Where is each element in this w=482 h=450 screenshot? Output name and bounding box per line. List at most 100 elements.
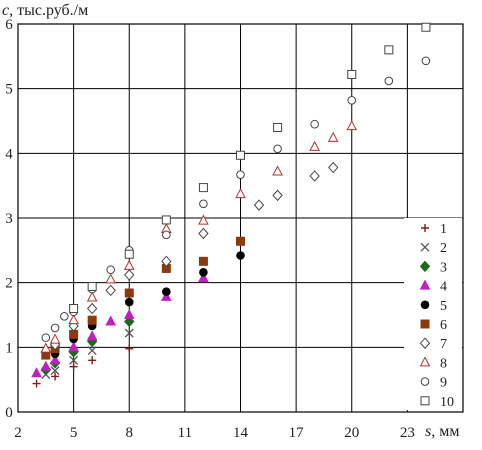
x-tick-label: 11 — [178, 425, 192, 441]
y-tick-labels: 0 1 2 3 4 5 6 — [5, 17, 13, 421]
y-tick-label: 3 — [5, 211, 13, 227]
legend-marker-7 — [419, 337, 431, 349]
y-tick-label: 2 — [5, 276, 13, 292]
x-tick-label: 23 — [400, 425, 415, 441]
data-point-series-8 — [68, 314, 79, 325]
x-tick-label: 2 — [14, 425, 22, 441]
data-point-series-8 — [123, 259, 135, 270]
data-point-series-4 — [105, 315, 117, 326]
data-point-series-5 — [124, 297, 134, 307]
y-tick-label: 5 — [5, 82, 13, 98]
grid-lines — [18, 24, 463, 412]
data-point-series-10 — [273, 122, 283, 132]
data-point-series-6 — [124, 288, 134, 298]
legend-label-5: 5 — [440, 299, 447, 314]
data-points — [31, 22, 431, 388]
legend-marker-3 — [419, 260, 431, 273]
data-point-series-2 — [69, 355, 79, 365]
data-point-series-4 — [161, 290, 172, 301]
data-point-series-4 — [198, 272, 209, 283]
data-point-series-9 — [162, 230, 171, 240]
x-tick-label: 14 — [233, 425, 249, 441]
legend-marker-1 — [421, 224, 429, 232]
x-tick-label: 5 — [70, 425, 78, 441]
legend-label-7: 7 — [440, 337, 447, 352]
data-point-series-9 — [106, 265, 116, 275]
data-point-series-6 — [198, 256, 208, 266]
y-tick-label: 6 — [5, 17, 13, 33]
data-point-series-10 — [236, 150, 245, 160]
data-point-series-8 — [86, 291, 98, 302]
data-point-series-8 — [346, 120, 358, 131]
data-point-series-7 — [105, 284, 116, 297]
data-point-series-9 — [347, 96, 357, 105]
data-point-series-9 — [236, 170, 245, 179]
data-point-series-9 — [50, 323, 60, 333]
legend-box — [404, 218, 462, 410]
x-axis-label: s, мм — [425, 423, 459, 440]
data-point-series-4 — [123, 308, 135, 319]
data-point-series-8 — [40, 342, 52, 353]
data-point-series-9 — [384, 76, 394, 86]
data-point-series-1 — [51, 372, 60, 381]
data-point-series-5 — [162, 287, 171, 297]
data-point-series-4 — [40, 360, 52, 371]
data-point-series-4 — [86, 330, 98, 341]
legend-label-8: 8 — [440, 356, 447, 371]
data-point-series-4 — [31, 367, 42, 378]
data-point-series-9 — [199, 199, 208, 209]
data-point-series-1 — [32, 379, 41, 388]
data-point-series-2 — [124, 328, 134, 338]
data-point-series-10 — [87, 282, 97, 292]
data-point-series-1 — [125, 344, 134, 353]
y-tick-label: 0 — [5, 405, 13, 421]
data-point-series-10 — [198, 183, 208, 193]
data-point-series-6 — [87, 315, 97, 325]
data-point-series-10 — [384, 45, 394, 55]
data-point-series-10 — [124, 249, 134, 259]
y-tick-label: 4 — [5, 146, 13, 162]
legend-marker-9 — [420, 377, 430, 386]
legend-marker-5 — [420, 300, 430, 310]
data-point-series-7 — [86, 302, 98, 315]
plot-frame — [17, 23, 464, 413]
data-point-series-5 — [199, 268, 208, 277]
data-point-series-1 — [88, 356, 97, 365]
data-point-series-6 — [236, 236, 245, 246]
data-point-series-7 — [309, 170, 320, 182]
data-point-series-8 — [235, 188, 246, 199]
data-point-series-4 — [68, 341, 79, 352]
data-point-series-10 — [347, 69, 357, 79]
x-tick-label: 20 — [344, 425, 359, 441]
data-point-series-8 — [327, 131, 339, 142]
data-point-series-5 — [236, 251, 245, 260]
x-tick-labels: 2 5 8 11 14 17 20 23 — [14, 425, 415, 441]
legend-label-1: 1 — [440, 222, 447, 237]
data-point-series-7 — [124, 269, 135, 281]
x-tick-label: 17 — [289, 425, 305, 441]
data-point-series-8 — [272, 165, 283, 176]
data-point-series-1 — [69, 362, 78, 371]
data-point-series-9 — [273, 144, 282, 154]
data-point-series-10 — [421, 22, 431, 32]
data-point-series-2 — [50, 366, 60, 376]
data-point-series-8 — [105, 273, 117, 284]
data-point-series-7 — [198, 227, 209, 240]
y-tick-label: 1 — [5, 340, 13, 356]
data-point-series-7 — [328, 161, 339, 174]
legend-label-9: 9 — [440, 376, 447, 391]
data-point-series-8 — [49, 333, 61, 344]
data-point-series-9 — [421, 56, 431, 66]
legend: 1 2 3 4 5 6 7 8 9 10 — [419, 222, 454, 410]
data-point-series-7 — [161, 255, 172, 268]
y-axis-label: c, тыс.руб./м — [2, 2, 88, 19]
data-point-series-10 — [69, 304, 79, 314]
legend-marker-8 — [419, 356, 431, 367]
data-point-series-4 — [49, 354, 61, 365]
data-point-series-10 — [161, 215, 171, 225]
data-point-series-2 — [87, 346, 97, 356]
legend-label-10: 10 — [440, 395, 454, 410]
data-point-series-7 — [272, 189, 283, 202]
data-point-series-8 — [198, 214, 209, 225]
